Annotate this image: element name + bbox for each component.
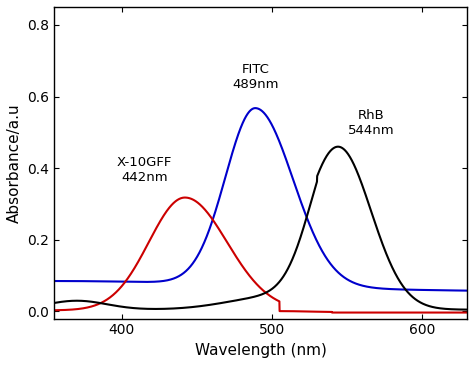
Text: X-10GFF
442nm: X-10GFF 442nm xyxy=(117,156,172,184)
Y-axis label: Absorbance/a.u: Absorbance/a.u xyxy=(7,103,22,223)
Text: RhB
544nm: RhB 544nm xyxy=(348,109,394,137)
X-axis label: Wavelength (nm): Wavelength (nm) xyxy=(195,343,327,358)
Text: FITC
489nm: FITC 489nm xyxy=(232,63,279,91)
